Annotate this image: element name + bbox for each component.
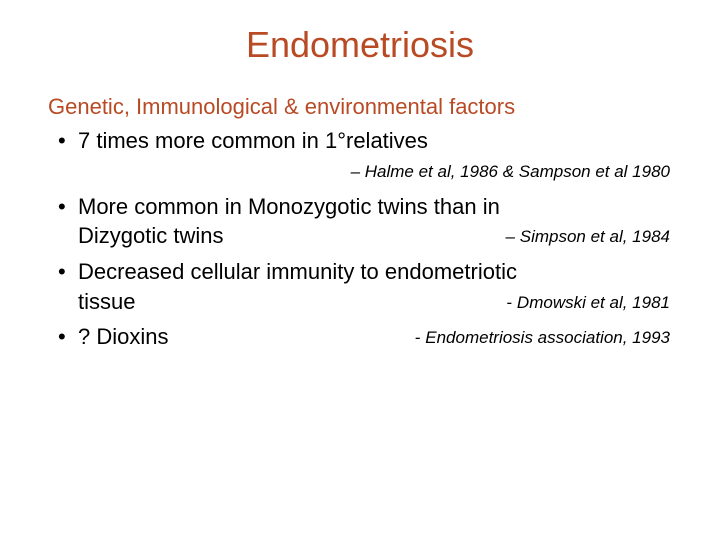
bullet-list: 7 times more common in 1°relatives [40, 126, 680, 156]
list-item: More common in Monozygotic twins than in… [58, 192, 680, 251]
citation: Endometriosis association, 1993 [415, 327, 670, 350]
bullet-text: Decreased cellular immunity to endometri… [78, 257, 523, 316]
slide-subtitle: Genetic, Immunological & environmental f… [48, 94, 680, 120]
bullet-text: More common in Monozygotic twins than in… [78, 192, 523, 251]
bullet-list: More common in Monozygotic twins than in… [40, 192, 680, 352]
citation-line: Halme et al, 1986 & Sampson et al 1980 [40, 162, 680, 182]
list-item: ? Dioxins Endometriosis association, 199… [58, 322, 680, 352]
list-item: 7 times more common in 1°relatives [58, 126, 680, 156]
slide-title: Endometriosis [40, 24, 680, 66]
slide: Endometriosis Genetic, Immunological & e… [0, 0, 720, 540]
citation: Halme et al, 1986 & Sampson et al 1980 [351, 162, 670, 181]
citation: Simpson et al, 1984 [506, 226, 670, 249]
bullet-text: 7 times more common in 1°relatives [78, 126, 680, 156]
bullet-text: ? Dioxins [78, 324, 168, 349]
citation: Dmowski et al, 1981 [507, 292, 670, 315]
list-item: Decreased cellular immunity to endometri… [58, 257, 680, 316]
